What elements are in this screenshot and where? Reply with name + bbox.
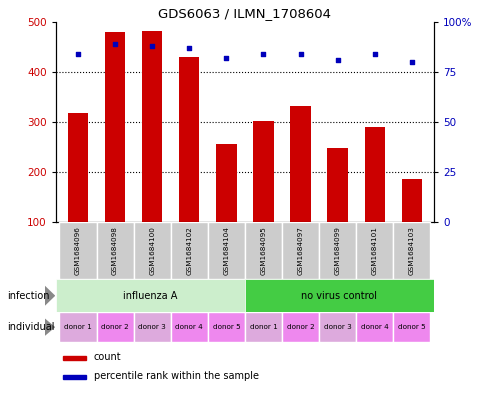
Text: GSM1684095: GSM1684095 bbox=[260, 226, 266, 275]
FancyBboxPatch shape bbox=[208, 312, 244, 342]
FancyBboxPatch shape bbox=[134, 222, 170, 279]
Text: GSM1684097: GSM1684097 bbox=[297, 226, 303, 275]
Point bbox=[407, 59, 415, 65]
Point bbox=[111, 40, 119, 47]
Text: donor 3: donor 3 bbox=[323, 324, 351, 330]
Text: GSM1684101: GSM1684101 bbox=[371, 226, 377, 275]
FancyBboxPatch shape bbox=[60, 222, 96, 279]
FancyBboxPatch shape bbox=[393, 222, 429, 279]
Point bbox=[296, 51, 304, 57]
Bar bbox=[216, 144, 236, 222]
FancyBboxPatch shape bbox=[96, 222, 134, 279]
FancyBboxPatch shape bbox=[170, 222, 208, 279]
Text: GSM1684096: GSM1684096 bbox=[75, 226, 81, 275]
FancyBboxPatch shape bbox=[60, 312, 96, 342]
Text: GSM1684098: GSM1684098 bbox=[112, 226, 118, 275]
FancyBboxPatch shape bbox=[281, 222, 318, 279]
Bar bbox=[68, 113, 88, 222]
Bar bbox=[290, 106, 310, 222]
FancyBboxPatch shape bbox=[244, 279, 433, 312]
Point bbox=[333, 57, 341, 63]
Text: individual: individual bbox=[7, 322, 55, 332]
Bar bbox=[179, 57, 199, 222]
Bar bbox=[327, 148, 347, 222]
Text: donor 5: donor 5 bbox=[212, 324, 240, 330]
FancyBboxPatch shape bbox=[56, 279, 244, 312]
Point bbox=[74, 51, 82, 57]
FancyBboxPatch shape bbox=[244, 222, 281, 279]
FancyBboxPatch shape bbox=[134, 312, 170, 342]
Text: GSM1684099: GSM1684099 bbox=[334, 226, 340, 275]
FancyBboxPatch shape bbox=[170, 312, 208, 342]
FancyBboxPatch shape bbox=[96, 312, 134, 342]
Bar bbox=[401, 180, 421, 222]
Point bbox=[222, 55, 230, 61]
Text: GSM1684102: GSM1684102 bbox=[186, 226, 192, 275]
Text: donor 2: donor 2 bbox=[286, 324, 314, 330]
Text: donor 3: donor 3 bbox=[138, 324, 166, 330]
Bar bbox=[253, 121, 273, 222]
FancyBboxPatch shape bbox=[318, 222, 355, 279]
FancyBboxPatch shape bbox=[318, 312, 355, 342]
Text: GSM1684103: GSM1684103 bbox=[408, 226, 414, 275]
FancyBboxPatch shape bbox=[393, 312, 429, 342]
FancyBboxPatch shape bbox=[355, 312, 393, 342]
Bar bbox=[63, 356, 86, 360]
Point bbox=[259, 51, 267, 57]
Text: donor 4: donor 4 bbox=[360, 324, 388, 330]
Point bbox=[148, 42, 156, 49]
Title: GDS6063 / ILMN_1708604: GDS6063 / ILMN_1708604 bbox=[158, 7, 331, 20]
Text: percentile rank within the sample: percentile rank within the sample bbox=[93, 371, 258, 381]
Text: donor 2: donor 2 bbox=[101, 324, 129, 330]
Text: donor 4: donor 4 bbox=[175, 324, 203, 330]
FancyBboxPatch shape bbox=[244, 312, 281, 342]
Text: donor 1: donor 1 bbox=[249, 324, 277, 330]
Text: influenza A: influenza A bbox=[123, 291, 177, 301]
Polygon shape bbox=[45, 285, 55, 306]
FancyBboxPatch shape bbox=[281, 312, 318, 342]
Text: donor 1: donor 1 bbox=[64, 324, 91, 330]
Bar bbox=[142, 31, 162, 222]
Text: infection: infection bbox=[7, 291, 50, 301]
Bar bbox=[364, 127, 384, 222]
Text: count: count bbox=[93, 352, 121, 362]
Point bbox=[185, 44, 193, 51]
Text: GSM1684100: GSM1684100 bbox=[149, 226, 155, 275]
FancyBboxPatch shape bbox=[355, 222, 393, 279]
Text: GSM1684104: GSM1684104 bbox=[223, 226, 229, 275]
Bar bbox=[105, 31, 125, 222]
Text: no virus control: no virus control bbox=[301, 291, 377, 301]
Bar bbox=[63, 375, 86, 379]
Polygon shape bbox=[45, 318, 55, 336]
Text: donor 5: donor 5 bbox=[397, 324, 425, 330]
Point bbox=[370, 51, 378, 57]
FancyBboxPatch shape bbox=[208, 222, 244, 279]
